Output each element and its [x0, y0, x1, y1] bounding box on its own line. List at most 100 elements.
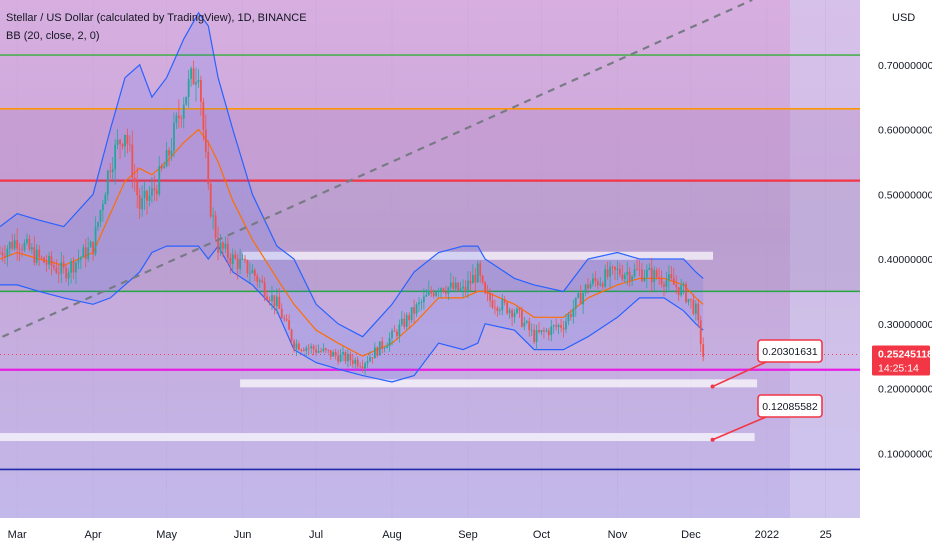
candle-body: [408, 315, 411, 321]
candle-body: [50, 255, 53, 266]
candle-body: [471, 274, 474, 284]
candle-body: [457, 282, 460, 291]
candle-body: [469, 280, 472, 284]
candle-body: [6, 248, 9, 257]
time-axis[interactable]: Mar Apr May Jun Jul Aug Sep Oct Nov Dec 2022 25: [8, 529, 832, 541]
candle-body: [543, 330, 545, 332]
y-tick-label: 0.20000000: [878, 384, 932, 396]
candle-body: [366, 361, 369, 364]
candle-body: [476, 263, 479, 283]
candle-body: [528, 321, 531, 331]
candle-body: [386, 346, 389, 348]
candle-body: [312, 346, 315, 350]
candle-body: [253, 269, 256, 276]
horizontal-levels-layer[interactable]: [0, 54, 860, 471]
y-tick-label: 0.60000000: [878, 125, 932, 137]
candle-body: [572, 308, 575, 317]
candle-body: [236, 258, 239, 269]
candle-body: [626, 271, 629, 275]
candle-body: [263, 282, 266, 297]
candle-body: [148, 195, 151, 201]
price-callout-box: [757, 339, 823, 363]
trendline-layer[interactable]: [1, 0, 753, 338]
candle-body: [547, 330, 550, 336]
candle-body: [344, 352, 347, 362]
candle-body: [283, 318, 286, 320]
candle-body: [128, 144, 131, 145]
candle-body: [180, 118, 183, 119]
price-axis[interactable]: 0.70000000 0.60000000 0.50000000 0.40000000…: [872, 60, 932, 461]
candle-body: [329, 350, 332, 357]
candle-body: [459, 288, 462, 291]
candle-body: [202, 101, 205, 130]
candle-body: [8, 242, 11, 249]
candle-body: [251, 269, 254, 274]
indicator-legend[interactable]: BB (20, close, 2, 0): [6, 30, 100, 42]
candle-body: [241, 258, 244, 260]
candle-body: [454, 282, 457, 289]
candle-body: [102, 204, 104, 211]
candle-body: [398, 324, 401, 336]
candle-body: [405, 315, 408, 327]
candle-body: [271, 295, 273, 302]
candle-body: [697, 303, 700, 321]
candle-body: [4, 255, 6, 257]
candle-body: [219, 242, 222, 253]
bollinger-fill: [0, 12, 704, 383]
trend-line: [1, 0, 753, 338]
candle-body: [462, 286, 464, 289]
candle-body: [133, 177, 136, 182]
candle-body: [623, 274, 626, 280]
candle-body: [498, 310, 501, 311]
candle-body: [342, 352, 344, 355]
candle-body: [513, 312, 516, 318]
candle-body: [111, 169, 114, 172]
candle-body: [641, 269, 643, 281]
candle-body: [373, 347, 376, 359]
candle-body: [525, 321, 528, 323]
candle-body: [155, 190, 158, 195]
candle-body: [445, 291, 447, 294]
candle-body: [106, 170, 109, 195]
candle-body: [371, 357, 374, 359]
candle-body: [359, 365, 362, 367]
candle-body: [11, 242, 14, 249]
candle-body: [420, 302, 423, 303]
candle-body: [440, 288, 442, 291]
candle-body: [530, 329, 533, 331]
candle-body: [523, 322, 526, 327]
candle-body: [239, 259, 242, 269]
candle-body: [192, 68, 195, 85]
candle-body: [599, 283, 602, 286]
candle-body: [310, 346, 313, 348]
candle-body: [79, 257, 82, 260]
candle-body: [151, 188, 153, 196]
candle-body: [302, 349, 305, 351]
candle-body: [670, 274, 673, 279]
bollinger-basis: [0, 128, 704, 357]
candle-body: [317, 350, 320, 353]
candle-body: [165, 150, 168, 167]
candle-body: [124, 134, 126, 147]
candle-body: [658, 277, 660, 279]
candle-body: [347, 354, 349, 362]
candle-body: [582, 293, 585, 305]
candle-body: [391, 330, 393, 339]
candle-body: [209, 183, 212, 217]
candle-body: [560, 324, 562, 328]
candle-body: [187, 78, 190, 97]
callouts-layer[interactable]: 0.20301631 0.12085582: [710, 339, 823, 442]
candle-body: [449, 282, 452, 288]
y-tick-label: 0.40000000: [878, 254, 932, 266]
bollinger-upper: [0, 11, 704, 338]
candle-body: [62, 262, 65, 268]
symbol-title[interactable]: Stellar / US Dollar (calculated by Tradi…: [6, 12, 307, 24]
support-zone-2: [0, 433, 755, 442]
candle-body: [601, 283, 604, 287]
candle-body: [16, 240, 19, 249]
support-zone-1: [240, 379, 758, 388]
candle-body: [413, 307, 415, 314]
candle-body: [596, 280, 599, 286]
candle-body: [592, 278, 594, 285]
